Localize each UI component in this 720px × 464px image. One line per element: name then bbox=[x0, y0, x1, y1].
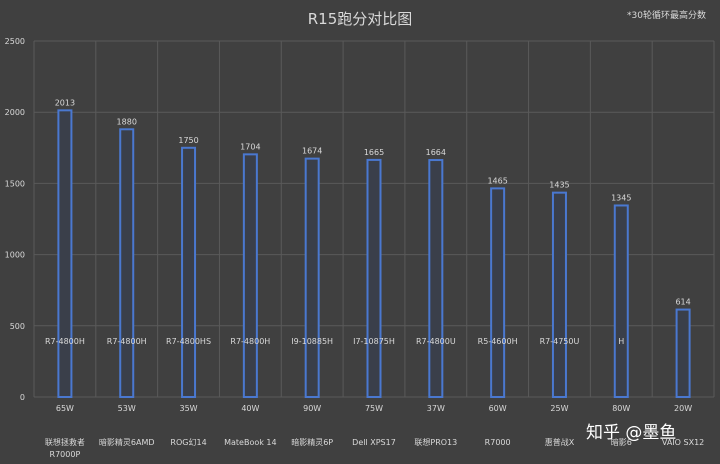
category-cpu-label: R5-4600H bbox=[478, 337, 518, 346]
category-power-label: 80W bbox=[612, 404, 630, 413]
data-label: 1345 bbox=[611, 193, 631, 202]
category-model-label: 联想拯救者 bbox=[45, 437, 85, 447]
chart-note: *30轮循环最高分数 bbox=[627, 9, 706, 21]
data-label: 2013 bbox=[55, 98, 75, 107]
bar bbox=[242, 153, 258, 398]
data-label: 1674 bbox=[302, 147, 322, 156]
bar bbox=[613, 204, 629, 398]
category-cpu-label: I7-10875H bbox=[353, 337, 395, 346]
category-cpu-label: R7-4750U bbox=[540, 337, 580, 346]
category-power-label: 60W bbox=[489, 404, 507, 413]
gridlines bbox=[33, 40, 715, 398]
category-cpu-label: R7-4800H bbox=[230, 337, 270, 346]
y-tick-label: 2500 bbox=[5, 37, 25, 46]
data-labels: 2013 1880 1750 1704 1674 1665 1664 1465 1435 1345… bbox=[55, 98, 691, 306]
y-tick-label: 2000 bbox=[5, 108, 25, 117]
category-model-label: 惠普战X bbox=[545, 437, 575, 447]
category-model-label: R7000 bbox=[485, 438, 511, 447]
category-power-label: 53W bbox=[118, 404, 136, 413]
category-power-label: 37W bbox=[427, 404, 445, 413]
data-label: 1435 bbox=[549, 181, 569, 190]
bars bbox=[57, 109, 691, 399]
bar bbox=[490, 187, 506, 398]
category-cpu-label: H bbox=[618, 337, 624, 346]
category-labels: R7-4800H 65W 联想拯救者 R7000P R7-4800H 53W 暗影精灵6AM… bbox=[45, 337, 704, 459]
category-model2-label: R7000P bbox=[50, 450, 81, 459]
y-tick-label: 1500 bbox=[5, 179, 25, 188]
category-cpu-label: R7-4800H bbox=[45, 337, 85, 346]
data-label: 1465 bbox=[487, 176, 507, 185]
y-tick-label: 1000 bbox=[5, 251, 25, 260]
bar bbox=[181, 146, 197, 398]
bar bbox=[304, 157, 320, 398]
y-axis-ticks: 0 500 1000 1500 2000 2500 bbox=[5, 37, 25, 402]
category-power-label: 40W bbox=[241, 404, 259, 413]
data-label: 1880 bbox=[117, 117, 137, 126]
category-power-label: 90W bbox=[303, 404, 321, 413]
bar bbox=[551, 191, 567, 398]
category-power-label: 20W bbox=[674, 404, 692, 413]
data-label: 1750 bbox=[178, 136, 198, 145]
category-cpu-label: R7-4800U bbox=[416, 337, 456, 346]
data-label: 614 bbox=[675, 298, 690, 307]
bar bbox=[428, 159, 444, 398]
category-power-label: 65W bbox=[56, 404, 74, 413]
category-model-label: MateBook 14 bbox=[224, 438, 277, 447]
category-model-label: 联想PRO13 bbox=[414, 437, 457, 447]
bar bbox=[119, 128, 135, 398]
category-cpu-label: R7-4800H bbox=[107, 337, 147, 346]
y-tick-label: 0 bbox=[20, 393, 25, 402]
category-model-label: 暗影精灵6P bbox=[291, 437, 333, 447]
category-model-label: 暗影6 bbox=[611, 437, 632, 447]
category-cpu-label: R7-4800HS bbox=[166, 337, 211, 346]
bar bbox=[366, 158, 382, 398]
data-label: 1704 bbox=[240, 142, 260, 151]
bar bbox=[57, 109, 73, 399]
bar bbox=[675, 308, 691, 399]
category-cpu-label: I9-10885H bbox=[291, 337, 333, 346]
data-label: 1665 bbox=[364, 148, 384, 157]
y-tick-label: 500 bbox=[10, 322, 25, 331]
chart-title: R15跑分对比图 bbox=[308, 10, 413, 28]
data-label: 1664 bbox=[426, 148, 446, 157]
category-power-label: 75W bbox=[365, 404, 383, 413]
category-model-label: VAIO SX12 bbox=[662, 438, 704, 447]
category-model-label: 暗影精灵6AMD bbox=[99, 437, 155, 447]
watermark: 知乎 @墨鱼 bbox=[586, 423, 676, 443]
category-model-label: Dell XPS17 bbox=[352, 438, 396, 447]
category-power-label: 35W bbox=[179, 404, 197, 413]
category-model-label: ROG幻14 bbox=[170, 437, 206, 447]
category-power-label: 25W bbox=[550, 404, 568, 413]
